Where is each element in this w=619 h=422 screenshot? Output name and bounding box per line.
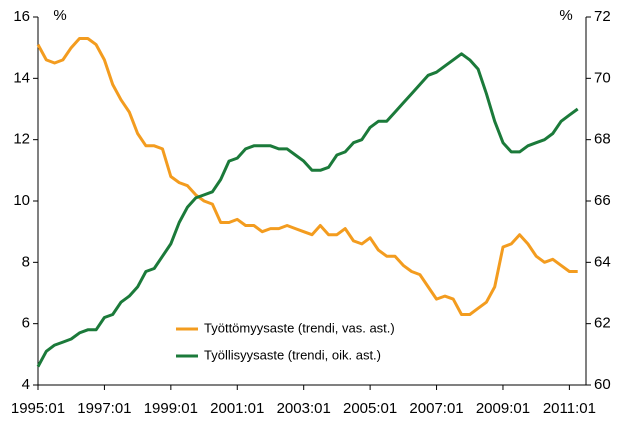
y2-tick-label: 70 [594, 69, 611, 86]
y2-unit: % [559, 7, 572, 24]
x-tick-label: 2005:01 [343, 400, 397, 417]
y2-tick-label: 60 [594, 376, 611, 393]
x-tick-label: 2009:01 [476, 400, 530, 417]
y2-tick-label: 66 [594, 192, 611, 209]
y-tick-label: 10 [13, 192, 30, 209]
x-tick-label: 2003:01 [277, 400, 331, 417]
y2-tick-label: 72 [594, 8, 611, 25]
y2-tick-label: 62 [594, 315, 611, 332]
y2-tick-label: 68 [594, 131, 611, 148]
y-tick-label: 6 [22, 315, 30, 332]
x-tick-label: 1995:01 [11, 400, 65, 417]
x-tick-label: 1997:01 [77, 400, 131, 417]
y-tick-label: 16 [13, 8, 30, 25]
legend-label: Työttömyysaste (trendi, vas. ast.) [204, 320, 395, 335]
y-tick-label: 12 [13, 131, 30, 148]
y-unit: % [53, 7, 66, 24]
series-line [36, 37, 578, 316]
legend: Työttömyysaste (trendi, vas. ast.) Työlli… [176, 320, 395, 362]
x-tick-label: 2011:01 [543, 400, 596, 417]
y-tick-label: 14 [13, 69, 30, 86]
y-tick-label: 4 [22, 376, 30, 393]
series-line [36, 52, 579, 368]
x-tick-label: 2001:01 [210, 400, 264, 417]
legend-label: Työllisyysaste (trendi, oik. ast.) [204, 347, 381, 362]
y2-tick-label: 64 [594, 253, 611, 270]
x-tick-label: 1999:01 [144, 400, 198, 417]
y-tick-label: 8 [22, 253, 30, 270]
x-tick-label: 2007:01 [409, 400, 463, 417]
